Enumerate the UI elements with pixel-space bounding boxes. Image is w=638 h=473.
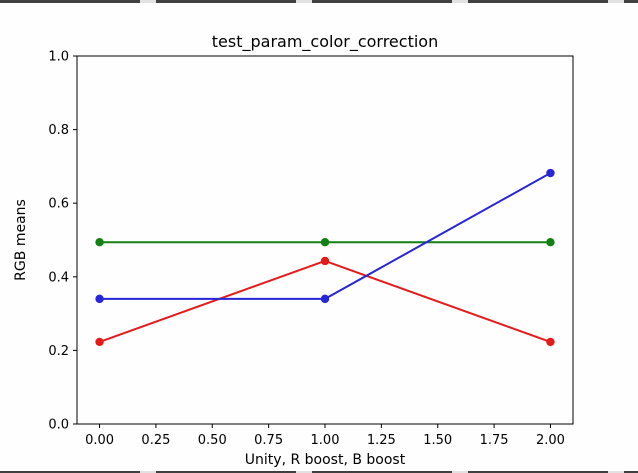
series-marker-blue <box>95 294 104 304</box>
x-tick-label: 1.25 <box>367 433 396 448</box>
series-marker-blue <box>546 168 555 178</box>
series-marker-red <box>95 337 104 347</box>
series-marker-red <box>546 337 555 347</box>
x-tick-label: 1.00 <box>311 433 340 448</box>
x-axis-label: Unity, R boost, B boost <box>245 452 406 468</box>
chart-generated-content: 0.00 0.25 0.50 0.75 1.00 1.25 1.50 1.75 2.00 0.0 0… <box>48 50 574 448</box>
series-marker-green <box>546 238 555 247</box>
chart-title: test_param_color_correction <box>212 32 438 52</box>
series-marker-green <box>320 238 330 247</box>
x-tick-label: 0.00 <box>85 433 114 448</box>
x-tick-label: 1.50 <box>423 433 452 448</box>
y-tick-label: 0.6 <box>48 197 69 212</box>
series-line-blue <box>98 172 552 300</box>
x-tick-label: 0.50 <box>198 433 227 448</box>
y-tick-label: 1.0 <box>48 50 69 65</box>
y-tick-label: 0.2 <box>48 344 69 359</box>
series-marker-red <box>320 256 330 266</box>
y-tick-label: 0.4 <box>48 270 69 285</box>
x-tick-label: 2.00 <box>536 433 565 448</box>
x-tick-label: 1.75 <box>480 433 509 448</box>
series-marker-green <box>95 238 104 247</box>
y-tick-label: 0.8 <box>48 123 69 138</box>
x-tick-label: 0.25 <box>141 433 170 448</box>
y-axis-label: RGB means <box>13 199 29 281</box>
y-tick-label: 0.0 <box>48 418 69 433</box>
x-tick-label: 0.75 <box>254 433 283 448</box>
series-marker-blue <box>320 294 330 304</box>
